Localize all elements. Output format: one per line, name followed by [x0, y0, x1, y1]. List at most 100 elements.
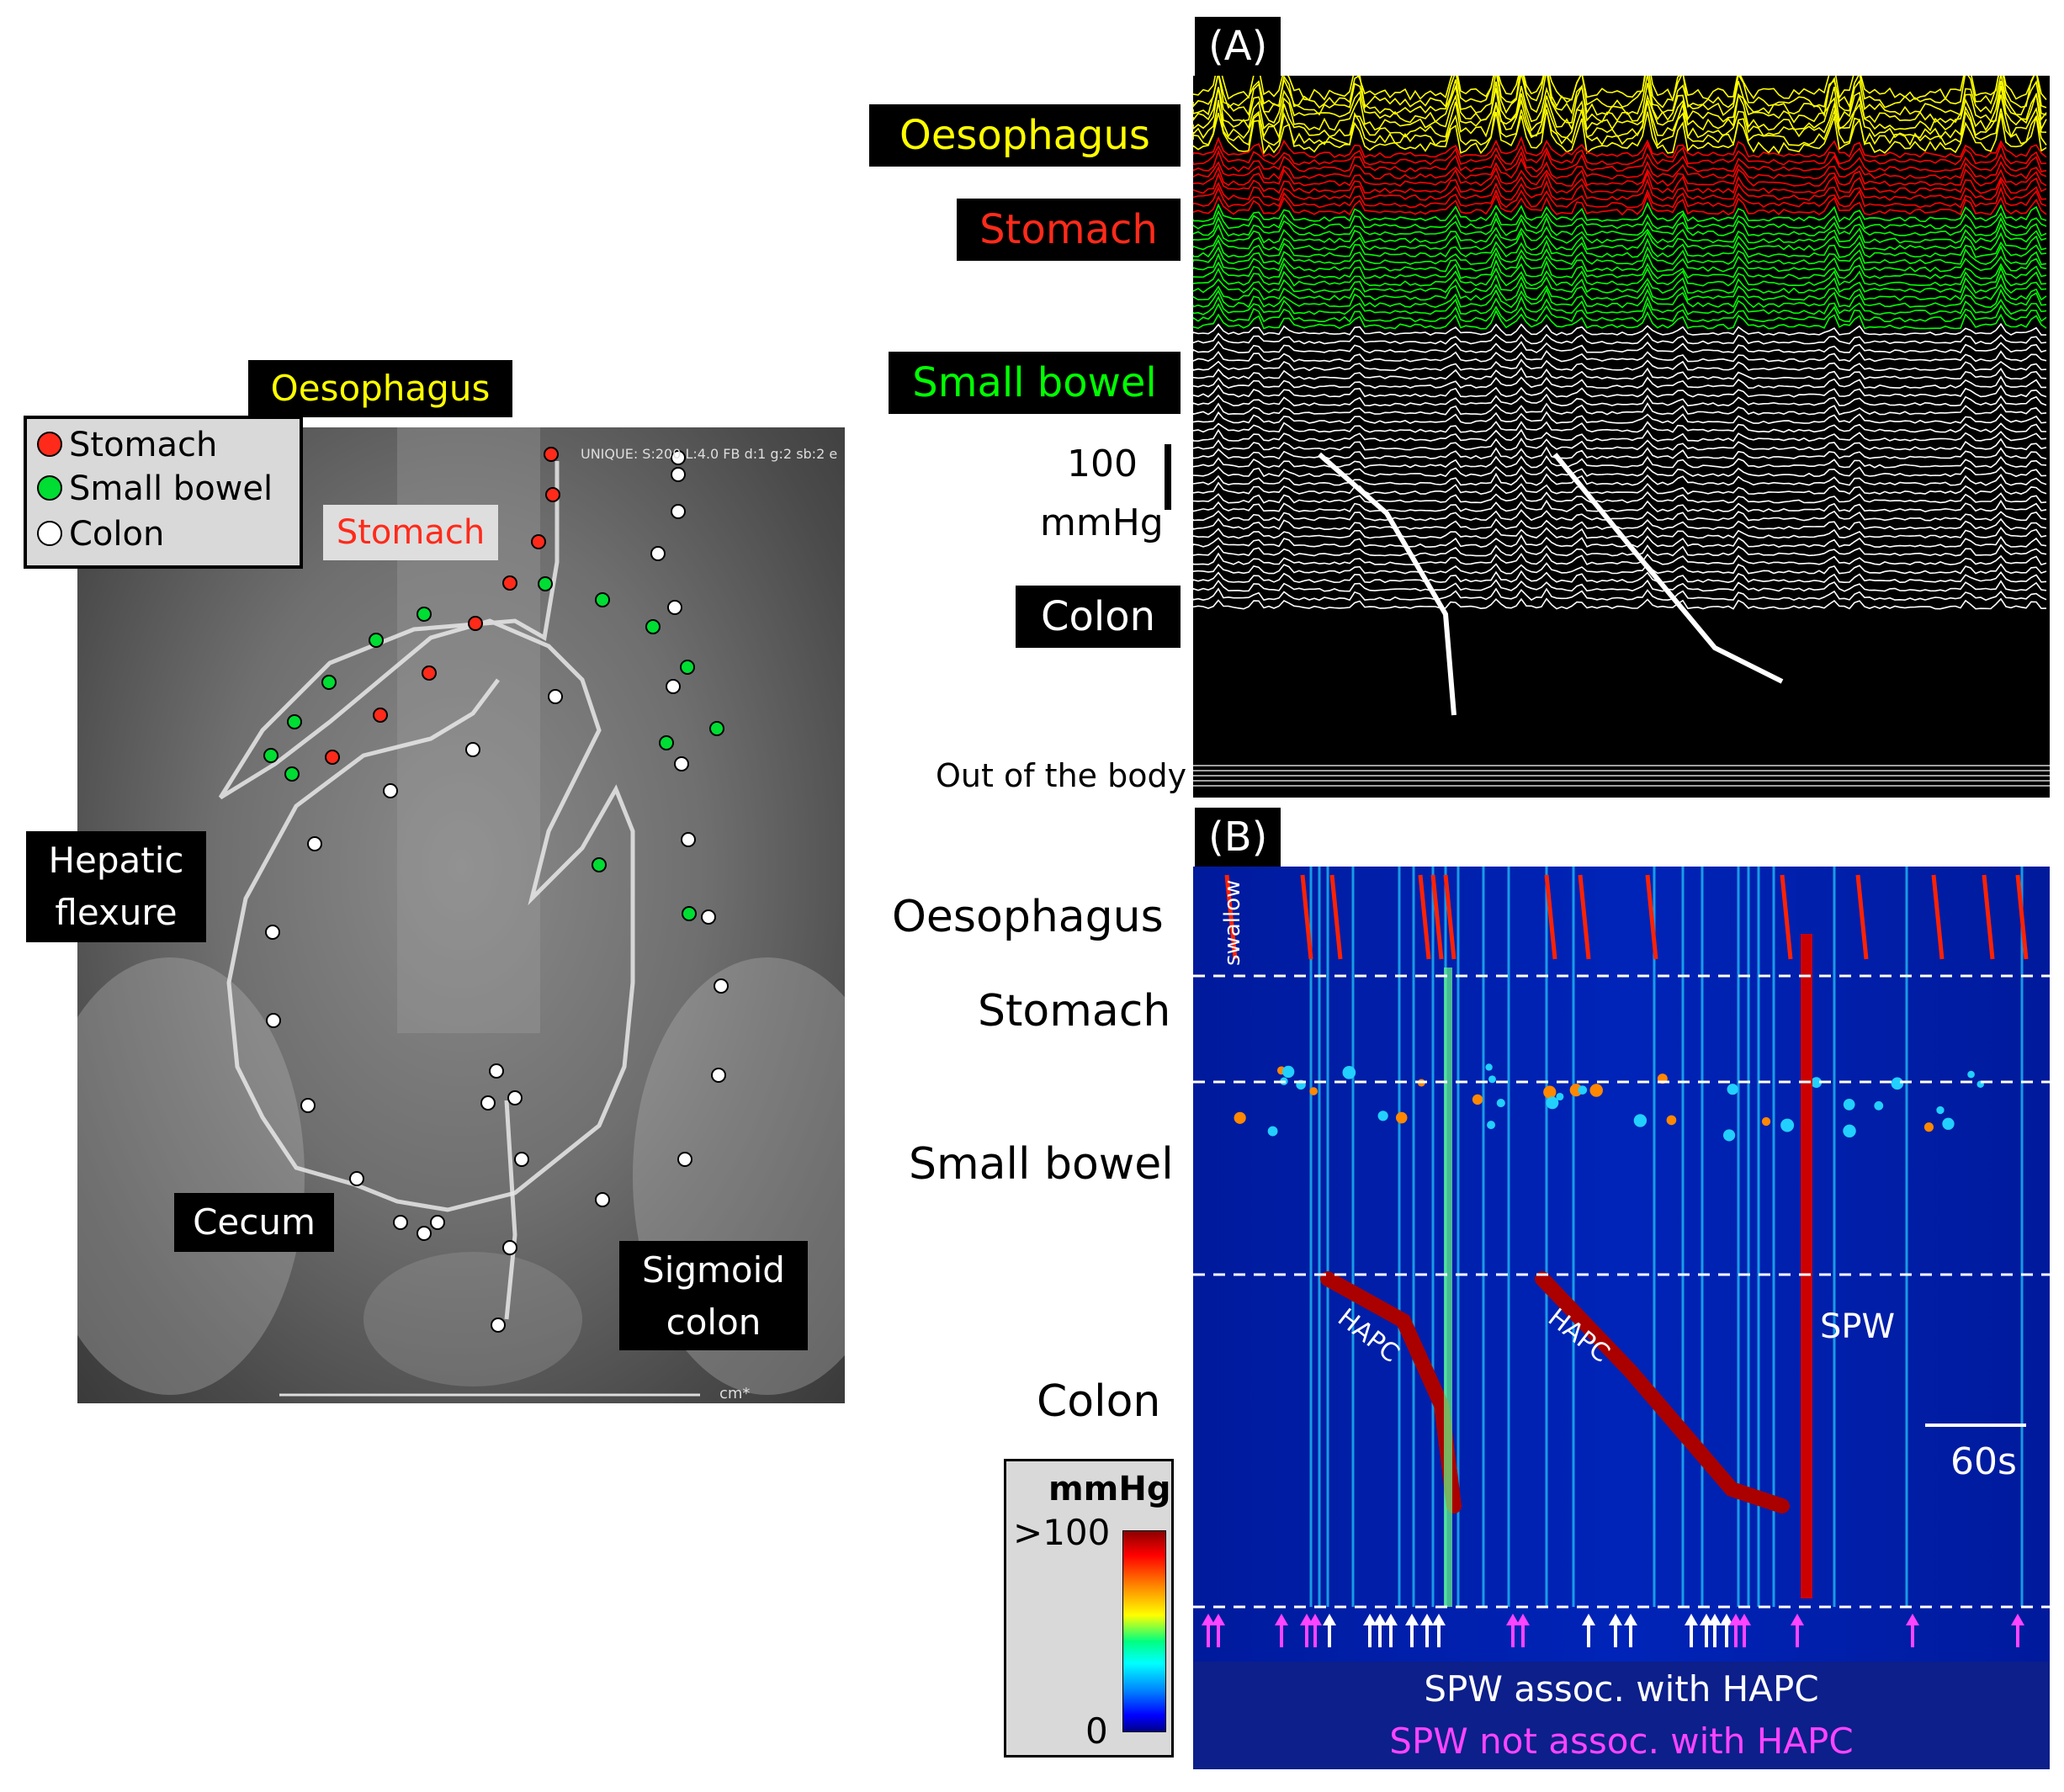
stomach-trace — [1193, 156, 2047, 180]
arrow-legend-box: SPW assoc. with HAPC SPW not assoc. with… — [1193, 1662, 2050, 1769]
activity-dot — [1923, 1122, 1934, 1132]
activity-dot — [1589, 1084, 1603, 1097]
activity-dot — [1967, 1070, 1975, 1079]
small-bowel-trace — [1193, 258, 2047, 280]
pressure-streak — [1482, 867, 1485, 1607]
activity-dot — [1342, 1066, 1356, 1079]
pressure-streak — [2020, 867, 2024, 1607]
panel-a-stomach-text: Stomach — [979, 206, 1158, 253]
stomach-sensor-dots — [325, 447, 560, 765]
colon-trace — [1193, 526, 2047, 539]
cecum-label: Cecum — [174, 1193, 334, 1252]
stomach-trace — [1193, 166, 2047, 187]
sigmoid-line-2: colon — [666, 1302, 761, 1343]
small-bowel-trace — [1193, 223, 2047, 244]
oesophagus-trace — [1193, 76, 2047, 118]
pressure-streak — [1398, 867, 1401, 1607]
white-dot-icon — [37, 521, 62, 546]
event-arrow-head — [1708, 1614, 1722, 1625]
oesophagus-trace — [1193, 99, 2047, 147]
event-arrow-head — [1323, 1614, 1336, 1625]
activity-dot — [1556, 1092, 1564, 1101]
scale-bar-unit: mmHg — [1040, 501, 1164, 544]
swallow-mark — [1418, 874, 1431, 960]
colon-trace — [1193, 358, 2047, 372]
colorbar-unit: mmHg — [1048, 1470, 1171, 1508]
stomach-trace — [1193, 135, 2047, 159]
small-bowel-trace — [1193, 295, 2047, 315]
small-bowel-trace — [1193, 309, 2047, 330]
legend-white-arrows: SPW assoc. with HAPC — [1424, 1668, 1819, 1710]
colon-trace — [1193, 465, 2047, 478]
small-bowel-trace — [1193, 209, 2047, 230]
pressure-streak — [1772, 867, 1775, 1607]
colon-trace — [1193, 534, 2047, 549]
pressure-streak — [1747, 867, 1750, 1607]
panel-a-oesophagus-text: Oesophagus — [899, 112, 1150, 159]
xray-stomach-label: Stomach — [323, 505, 498, 560]
activity-dot — [1569, 1084, 1583, 1097]
pressure-traces-chart — [1193, 76, 2050, 798]
xray-oesophagus-label: Oesophagus — [248, 360, 512, 417]
hapc-sweep-2 — [1552, 453, 1784, 684]
hapc-band-2 — [1535, 1271, 1790, 1514]
colon-trace — [1193, 393, 2047, 407]
event-arrow-head — [1405, 1614, 1419, 1625]
small-bowel-trace — [1193, 245, 2047, 266]
legend-item-colon: Colon — [37, 515, 164, 554]
small-bowel-trace — [1193, 231, 2047, 252]
colon-trace — [1193, 428, 2047, 443]
event-arrow-head — [1720, 1614, 1733, 1625]
panel-a-tag: (A) — [1195, 17, 1281, 76]
small-bowel-trace — [1193, 237, 2047, 258]
pressure-streak — [1905, 867, 1908, 1607]
hepatic-line-1: Hepatic — [48, 840, 184, 881]
activity-dot — [1543, 1085, 1557, 1099]
pressure-streak — [1572, 867, 1575, 1607]
swallow-mark — [1982, 874, 1995, 960]
activity-dot — [1727, 1084, 1738, 1095]
colon-trace — [1193, 490, 2047, 504]
xray-scale-unit: cm* — [719, 1385, 751, 1402]
pressure-streak — [1318, 867, 1321, 1607]
event-arrow-head — [1432, 1614, 1446, 1625]
red-dot-icon — [37, 432, 62, 457]
hepatic-flexure-label: Hepatic flexure — [26, 831, 206, 942]
sigmoid-line-1: Sigmoid — [642, 1249, 785, 1291]
swallow-mark — [1329, 874, 1343, 960]
colon-trace — [1193, 543, 2047, 557]
event-arrow-head — [1308, 1614, 1322, 1625]
green-column — [1444, 968, 1452, 1607]
panel-b-oesophagus-label: Oesophagus — [892, 892, 1164, 942]
panel-a-colon-label: Colon — [1016, 586, 1181, 648]
stomach-trace — [1193, 142, 2047, 166]
swallow-mark — [1578, 874, 1591, 960]
oesophagus-trace — [1193, 109, 2047, 155]
pressure-streak — [1456, 867, 1460, 1607]
colon-trace — [1193, 579, 2047, 592]
legend-stomach-label: Stomach — [69, 426, 218, 464]
small-bowel-sensor-dots — [263, 576, 724, 921]
xray-overlay — [35, 427, 902, 1397]
activity-dot — [1843, 1099, 1855, 1111]
pressure-streak — [1507, 867, 1510, 1607]
out-of-body-label: Out of the body — [936, 757, 1187, 794]
panel-a-oesophagus-label: Oesophagus — [869, 104, 1181, 167]
oesophagus-trace — [1193, 76, 2047, 109]
event-arrow-head — [1202, 1614, 1215, 1625]
colon-trace — [1193, 384, 2047, 398]
legend-item-stomach: Stomach — [37, 426, 217, 464]
activity-dot — [1234, 1111, 1246, 1124]
sigmoid-colon-label: Sigmoid colon — [619, 1241, 808, 1350]
activity-dot — [1811, 1077, 1823, 1089]
activity-dot — [1488, 1075, 1496, 1084]
pressure-streak — [1545, 867, 1548, 1607]
activity-dot — [1723, 1129, 1736, 1142]
oesophagus-trace — [1193, 85, 2047, 132]
legend-small-bowel-label: Small bowel — [69, 469, 273, 508]
activity-dot — [1485, 1063, 1493, 1071]
panel-a-small-bowel-label: Small bowel — [889, 352, 1181, 414]
activity-dot — [1891, 1077, 1904, 1090]
swallow-annotation: swallow — [1220, 880, 1245, 966]
scale-bar-value: 100 — [1067, 443, 1138, 485]
